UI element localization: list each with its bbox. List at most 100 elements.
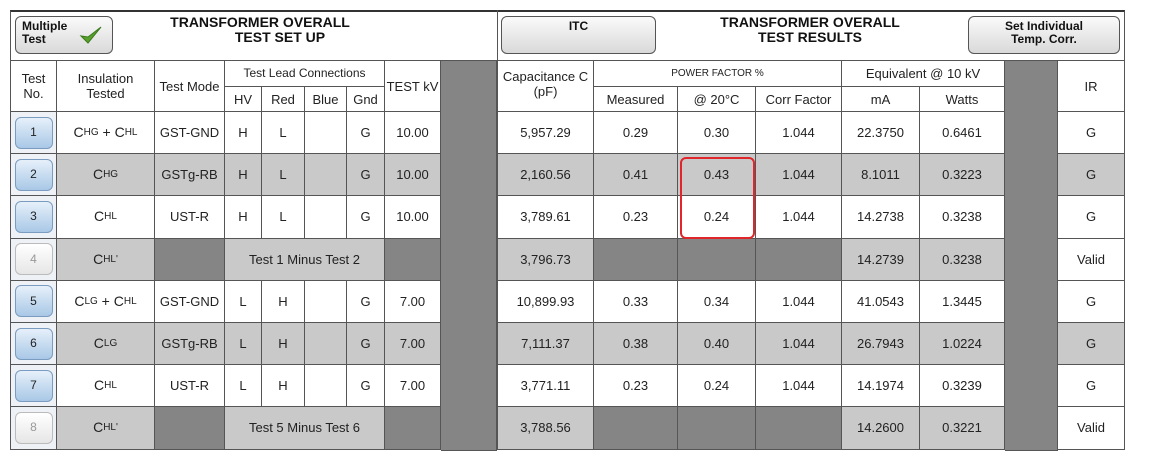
red-cell: L: [262, 154, 305, 197]
test-number-button[interactable]: 4: [14, 243, 53, 276]
hv-cell: L: [225, 365, 262, 408]
at20-cell: 0.24: [678, 196, 756, 239]
minus-cell: Test 5 Minus Test 6: [225, 407, 385, 450]
at20-cell: 0.40: [678, 323, 756, 366]
test-number-button[interactable]: 2: [14, 158, 53, 191]
test-number-button[interactable]: 8: [14, 411, 53, 444]
insulation-sub: HL: [124, 127, 138, 139]
cap-cell: 10,899.93: [497, 280, 594, 323]
insulation-base: C: [94, 208, 105, 225]
gnd-cell: G: [347, 112, 385, 155]
col-header: @ 20°C: [678, 87, 756, 112]
kv-cell: 10.00: [385, 154, 441, 197]
watts-cell: 0.3223: [920, 154, 1005, 197]
insulation-sub: HG: [83, 127, 99, 139]
measured-cell: 0.23: [594, 196, 678, 239]
test-number-button[interactable]: 3: [14, 200, 53, 233]
right-title-line: TRANSFORMER OVERALL: [720, 14, 900, 30]
watts-cell: 1.3445: [920, 280, 1005, 323]
cap-cell: 7,111.37: [497, 323, 594, 366]
multiple-test-label: Multiple Test: [22, 19, 68, 46]
ir-cell: G: [1058, 196, 1125, 239]
blue-cell: [305, 323, 347, 366]
insulation-sub: HL': [103, 253, 118, 265]
measured-cell: [594, 238, 678, 281]
ma-cell: 14.2739: [842, 238, 920, 281]
red-cell: H: [262, 323, 305, 366]
watts-cell: 0.3221: [920, 407, 1005, 450]
insulation-base: C: [73, 124, 84, 141]
test-number-button[interactable]: 1: [14, 116, 53, 149]
insulation-base: C: [93, 419, 104, 436]
test-number-button[interactable]: 5: [14, 285, 53, 318]
ma-cell: 14.2738: [842, 196, 920, 239]
col-header: Corr Factor: [756, 87, 842, 112]
insulation-cell: C HL: [57, 196, 155, 239]
cap-cell: 5,957.29: [497, 112, 594, 155]
mode-cell: GSTg-RB: [155, 154, 225, 197]
insulation-cell: C HL': [57, 238, 155, 281]
insulation-base: C: [93, 335, 104, 352]
col-header: Insulation Tested: [57, 60, 155, 112]
cap-cell: 3,771.11: [497, 365, 594, 408]
ir-cell: G: [1058, 323, 1125, 366]
mode-cell: UST-R: [155, 365, 225, 408]
ma-cell: 22.3750: [842, 112, 920, 155]
insulation-cell: C HG: [57, 154, 155, 197]
gnd-cell: G: [347, 365, 385, 408]
test-no-cell: 8: [10, 407, 57, 450]
corr-cell: [756, 407, 842, 450]
test-number-button[interactable]: 7: [14, 369, 53, 402]
col-header: Equivalent @ 10 kV: [842, 60, 1005, 87]
insulation-base: C: [113, 292, 124, 309]
test-no-cell: 5: [10, 280, 57, 323]
test-no-cell: 7: [10, 365, 57, 408]
hv-cell: H: [225, 154, 262, 197]
red-cell: H: [262, 365, 305, 408]
ma-cell: 8.1011: [842, 154, 920, 197]
insulation-sub: HL': [103, 422, 118, 434]
insulation-cell: C HG + C HL: [57, 112, 155, 155]
ir-cell: Valid: [1058, 407, 1125, 450]
hv-cell: H: [225, 196, 262, 239]
corr-cell: 1.044: [756, 280, 842, 323]
mode-cell: GST-GND: [155, 280, 225, 323]
gnd-cell: G: [347, 280, 385, 323]
left-title: TRANSFORMER OVERALL TEST SET UP: [140, 15, 380, 45]
multiple-test-button[interactable]: Multiple Test: [15, 16, 113, 54]
set-individual-button[interactable]: Set Individual Temp. Corr.: [968, 16, 1120, 54]
mode-cell: GSTg-RB: [155, 323, 225, 366]
insulation-sub: HL: [104, 211, 117, 223]
insulation-sub: HG: [103, 169, 119, 181]
watts-cell: 0.6461: [920, 112, 1005, 155]
col-header: Measured: [594, 87, 678, 112]
mode-cell: GST-GND: [155, 112, 225, 155]
at20-cell: 0.30: [678, 112, 756, 155]
insulation-cell: C HL': [57, 407, 155, 450]
col-header: Gnd: [347, 87, 385, 112]
itc-button[interactable]: ITC: [501, 16, 656, 54]
mode-cell: UST-R: [155, 196, 225, 239]
test-number-button[interactable]: 6: [14, 327, 53, 360]
corr-cell: [756, 238, 842, 281]
separator-column: [441, 60, 497, 451]
blue-cell: [305, 280, 347, 323]
at20-cell: [678, 407, 756, 450]
left-title-line: TRANSFORMER OVERALL: [170, 14, 350, 30]
ma-cell: 14.2600: [842, 407, 920, 450]
ma-cell: 41.0543: [842, 280, 920, 323]
insulation-sub: HL: [123, 295, 137, 307]
test-no-cell: 2: [10, 154, 57, 197]
at20-cell: 0.24: [678, 365, 756, 408]
col-header: Capacitance C (pF): [497, 60, 594, 112]
red-cell: L: [262, 196, 305, 239]
ir-cell: G: [1058, 112, 1125, 155]
col-header: Test No.: [10, 60, 57, 112]
watts-cell: 0.3239: [920, 365, 1005, 408]
ma-cell: 26.7943: [842, 323, 920, 366]
watts-cell: 0.3238: [920, 196, 1005, 239]
right-title: TRANSFORMER OVERALL TEST RESULTS: [690, 15, 930, 45]
col-header: TEST kV: [385, 60, 441, 112]
measured-cell: 0.23: [594, 365, 678, 408]
watts-cell: 1.0224: [920, 323, 1005, 366]
